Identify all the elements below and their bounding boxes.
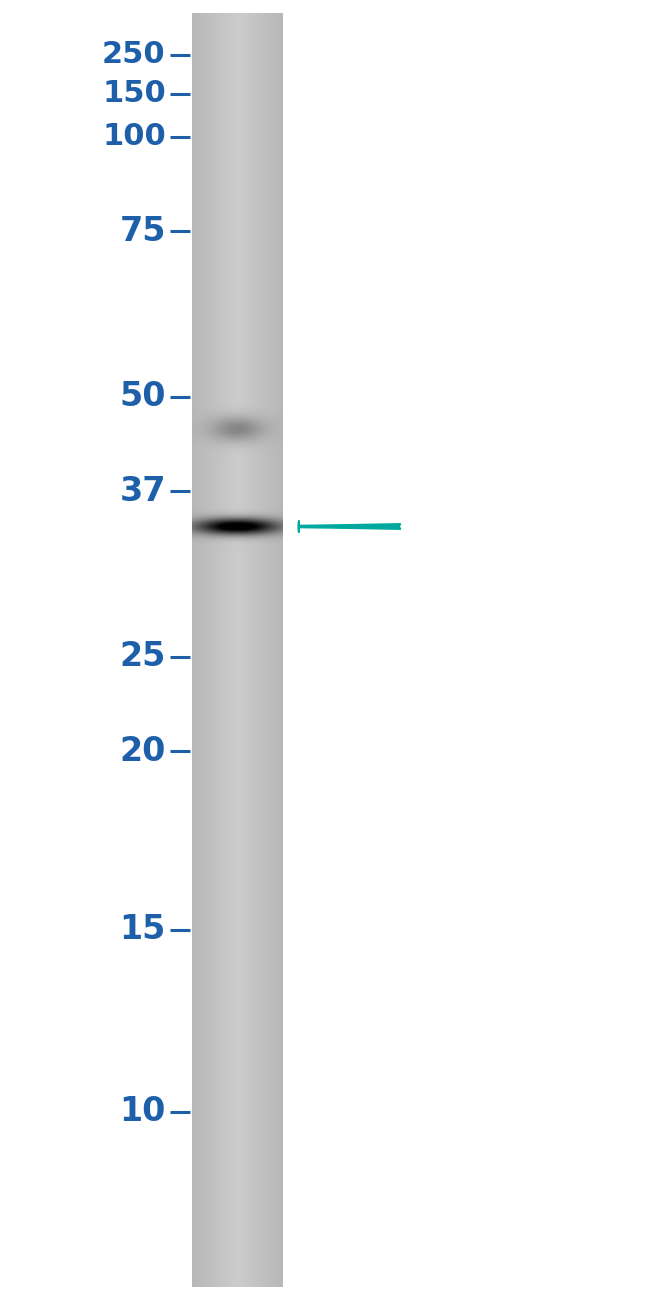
Text: 100: 100 <box>102 122 166 151</box>
Text: 50: 50 <box>119 380 166 413</box>
Text: 20: 20 <box>120 734 166 768</box>
Text: 250: 250 <box>102 40 166 69</box>
Text: 150: 150 <box>102 79 166 108</box>
Text: 15: 15 <box>120 913 166 946</box>
Text: 10: 10 <box>120 1095 166 1128</box>
Text: 75: 75 <box>119 214 166 248</box>
Text: 37: 37 <box>119 474 166 508</box>
Text: 25: 25 <box>120 640 166 673</box>
